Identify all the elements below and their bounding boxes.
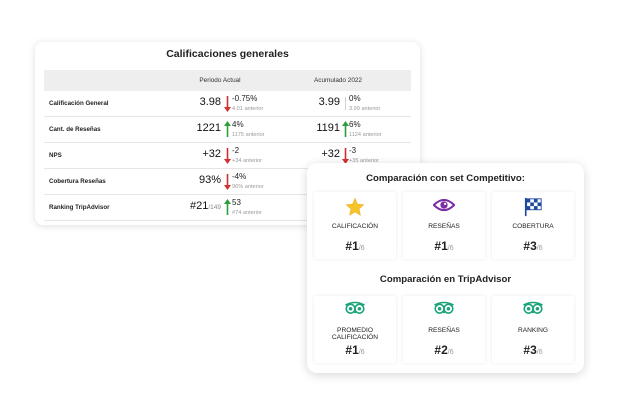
arrow-down-icon	[224, 147, 231, 164]
competitive-title: Comparación con set Competitivo:	[366, 173, 525, 184]
comparison-tile: RANKING #3/6	[492, 296, 574, 363]
metric-change: -4%	[232, 172, 247, 181]
table-header: Periodo Actual Acumulado 2022	[44, 70, 411, 91]
metric-previous: +34 anterior	[232, 158, 263, 164]
metric-value: +32	[321, 148, 340, 160]
tile-rank: #2/6	[434, 343, 454, 357]
metric-previous: +35 anterior	[349, 158, 380, 164]
arrow-up-icon	[224, 199, 231, 216]
metric-previous: 4.01 anterior	[232, 106, 264, 112]
metric-previous: #74 anterior	[232, 210, 262, 216]
metric-change: 53	[232, 198, 241, 207]
tile-rank: #3/6	[523, 239, 543, 253]
metric-change: -2	[232, 146, 240, 155]
arrow-up-icon	[224, 121, 231, 138]
tile-label: CALIFICACIÓN	[331, 223, 379, 230]
tile-rank: #1/6	[345, 343, 365, 357]
metric-value: +32	[202, 148, 221, 160]
header-current-period: Periodo Actual	[199, 77, 241, 84]
metric-label: Cobertura Reseñas	[49, 178, 106, 185]
tile-rank: #3/6	[523, 343, 543, 357]
header-accumulated: Acumulado 2022	[314, 77, 362, 84]
table-row: Ranking TripAdvisor #21/149 53 #74 anterior	[44, 195, 411, 221]
metric-previous: 3.99 anterior	[349, 106, 381, 112]
general-ratings-card: Calificaciones generales Periodo Actual …	[35, 42, 420, 225]
metric-change: -0.75%	[232, 94, 258, 103]
tile-label: COBERTURA	[512, 223, 554, 230]
tile-label: RESEÑAS	[428, 327, 460, 334]
metric-label: Cant. de Reseñas	[49, 126, 101, 133]
metric-previous: 1175 anterior	[232, 132, 265, 138]
metric-change: -3	[349, 146, 357, 155]
table-row: Cobertura Reseñas 93% -4% 96% anterior	[44, 169, 411, 195]
table-row: Calificación General 3.98 -0.75% 4.01 anter…	[44, 91, 411, 117]
table-row: NPS +32 -2 +34 anterior +32 -3 +35 anterior	[44, 143, 411, 169]
metric-label: Calificación General	[49, 100, 109, 107]
tile-label: PROMEDIO CALIFICACIÓN	[331, 327, 379, 341]
comparison-tile: RESEÑAS #2/6	[403, 296, 485, 363]
comparison-tile: RESEÑAS #1/6	[403, 192, 485, 259]
checkered-flag-icon	[492, 197, 574, 217]
comparison-card: Comparación con set Competitivo: CALIFIC…	[307, 163, 584, 373]
comparison-tile: CALIFICACIÓN #1/6	[314, 192, 396, 259]
arrow-up-icon	[342, 121, 349, 138]
metric-previous: 96% anterior	[232, 184, 264, 190]
ratings-table: Periodo Actual Acumulado 2022 Calificaci…	[44, 70, 411, 221]
metric-value: #21/149	[189, 200, 221, 212]
metric-value: 93%	[198, 174, 221, 186]
general-ratings-title: Calificaciones generales	[166, 48, 289, 60]
metric-value: 1191	[316, 122, 340, 134]
tile-label: RESEÑAS	[428, 223, 460, 230]
eye-icon	[403, 197, 485, 215]
tile-rank: #1/6	[434, 239, 454, 253]
arrow-down-icon	[224, 173, 231, 190]
tripadvisor-title: Comparación en TripAdvisor	[379, 274, 512, 285]
comparison-tile: PROMEDIO CALIFICACIÓN #1/6	[314, 296, 396, 363]
tripadvisor-owl-icon	[492, 301, 574, 319]
table-row: Cant. de Reseñas 1221 4% 1175 anterior 1191 6…	[44, 117, 411, 143]
comparison-tile: COBERTURA #3/6	[492, 192, 574, 259]
star-icon	[314, 197, 396, 216]
metric-change: 4%	[232, 120, 244, 129]
metric-value: 3.99	[318, 96, 340, 108]
metric-previous: 1124 anterior	[349, 132, 382, 138]
arrow-down-icon	[342, 147, 349, 164]
metric-label: Ranking TripAdvisor	[49, 204, 110, 211]
metric-change: 0%	[349, 94, 361, 103]
tripadvisor-owl-icon	[314, 301, 396, 319]
neutral-divider	[345, 97, 346, 110]
tripadvisor-owl-icon	[403, 301, 485, 319]
tile-rank: #1/6	[345, 239, 365, 253]
metric-change: 6%	[349, 120, 361, 129]
metric-value: 3.98	[199, 96, 221, 108]
metric-label: NPS	[49, 152, 62, 159]
metric-value: 1221	[196, 122, 221, 134]
tile-label: RANKING	[517, 327, 549, 334]
arrow-down-icon	[224, 95, 231, 112]
